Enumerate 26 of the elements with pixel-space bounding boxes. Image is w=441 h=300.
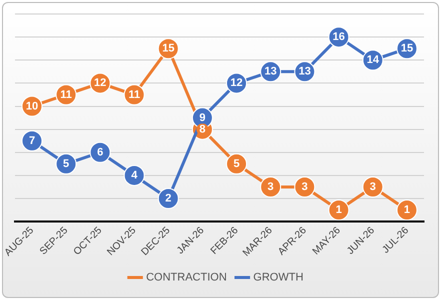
data-label: 3 (370, 181, 376, 194)
data-label: 1 (336, 204, 342, 216)
data-label: 15 (400, 42, 414, 55)
data-label: 11 (60, 88, 72, 101)
data-label: 8 (199, 123, 206, 136)
data-label: 5 (63, 158, 70, 170)
data-label: 15 (162, 42, 174, 55)
data-label: 4 (131, 169, 138, 182)
data-label: 13 (298, 66, 311, 78)
legend-label: GROWTH (253, 272, 304, 284)
data-label: 10 (26, 100, 38, 112)
data-label: 3 (302, 181, 308, 194)
legend-label: CONTRACTION (146, 272, 227, 284)
data-label: 2 (165, 192, 172, 205)
data-label: 1 (404, 204, 410, 216)
data-label: 6 (97, 146, 104, 158)
data-label: 5 (233, 158, 240, 170)
data-label: 13 (264, 66, 277, 78)
data-label: 16 (332, 31, 345, 44)
data-label: 7 (28, 134, 36, 147)
data-label: 3 (268, 181, 274, 194)
data-label: 11 (128, 88, 140, 101)
data-label: 12 (94, 77, 106, 90)
data-label: 12 (230, 77, 243, 90)
data-label: 14 (366, 54, 380, 66)
data-label: 9 (199, 112, 206, 124)
